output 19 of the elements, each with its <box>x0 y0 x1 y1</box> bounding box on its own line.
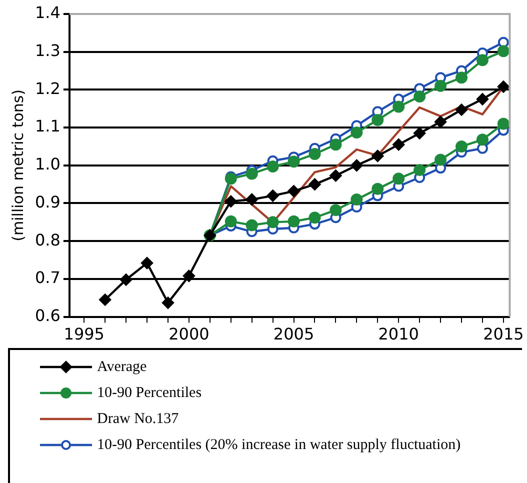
x-tick-label: 2010 <box>378 324 419 344</box>
legend-label: 10-90 Percentiles (20% increase in water supply fluctuation) <box>97 436 461 454</box>
x-tick-label: 1995 <box>64 324 104 344</box>
y-tick-label: 1.2 <box>34 78 60 98</box>
legend-label: Draw No.137 <box>97 410 179 428</box>
y-tick-label: 0.8 <box>34 230 60 250</box>
x-tick-label: 2000 <box>168 324 210 344</box>
y-tick-label: 0.6 <box>34 306 60 325</box>
y-axis-title: (million metric tons) <box>8 89 27 242</box>
y-tick-label: 0.7 <box>34 268 60 288</box>
y-tick-label: 1.0 <box>34 154 60 174</box>
x-tick-label: 2015 <box>483 324 524 344</box>
y-tick-label: 1.4 <box>34 3 60 22</box>
y-tick-label: 1.3 <box>34 41 60 60</box>
x-tick-label: 2005 <box>273 324 314 344</box>
legend-label: Average <box>97 358 147 376</box>
y-tick-label: 1.1 <box>34 116 60 136</box>
legend-label: 10-90 Percentiles <box>97 384 202 402</box>
y-tick-label: 0.9 <box>34 192 60 212</box>
